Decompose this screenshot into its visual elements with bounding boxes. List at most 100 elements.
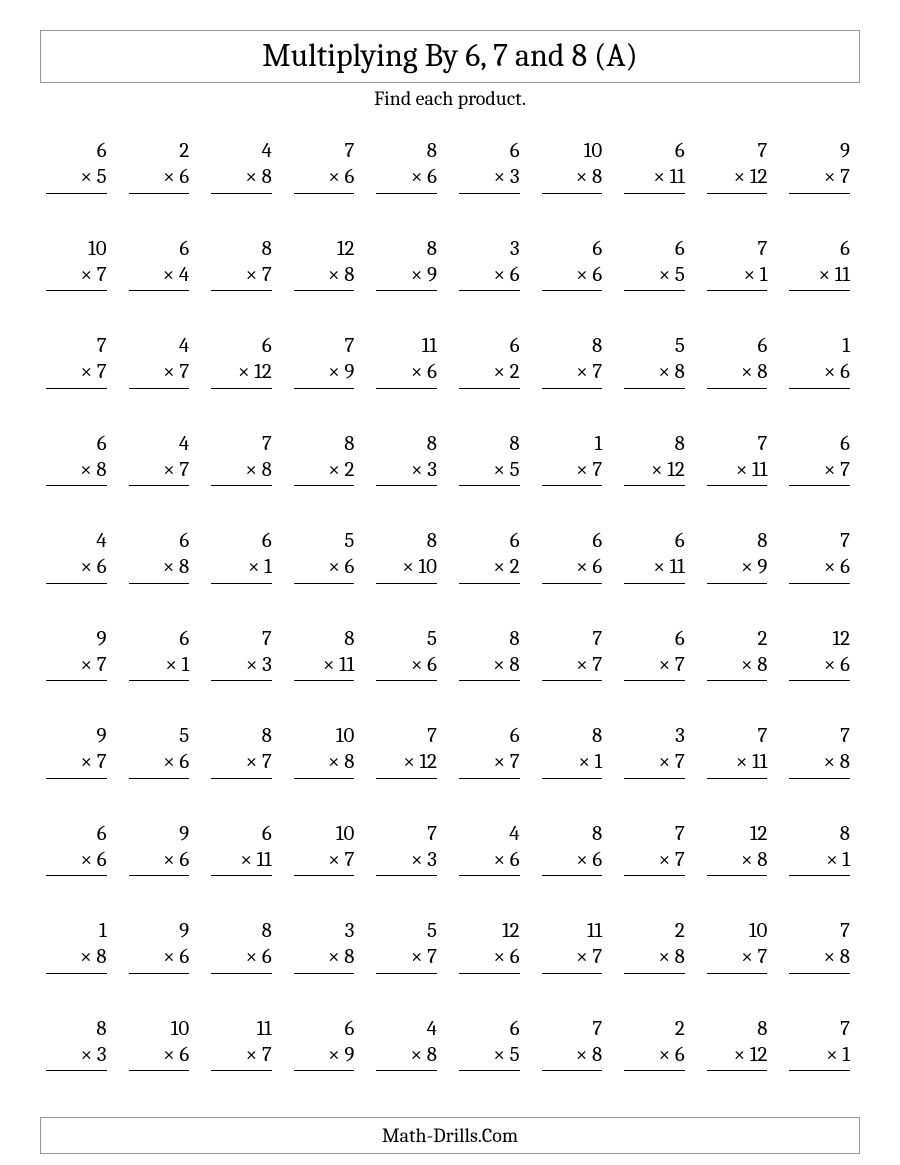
multiplication-problem: 11× 7: [542, 918, 607, 974]
multiplication-problem: 10× 6: [129, 1016, 194, 1072]
multiplicand: 3: [459, 236, 520, 262]
multiplication-problem: 7× 12: [707, 138, 772, 194]
multiplication-problem: 8× 2: [294, 431, 359, 487]
multiplier: × 3: [211, 652, 272, 681]
multiplicand: 6: [542, 528, 603, 554]
multiplicand: 8: [542, 723, 603, 749]
multiplication-problem: 10× 7: [294, 821, 359, 877]
multiplication-problem: 9× 7: [789, 138, 854, 194]
multiplier: × 7: [129, 359, 190, 388]
multiplication-problem: 5× 7: [376, 918, 441, 974]
multiplicand: 6: [294, 1016, 355, 1042]
multiplier: × 5: [459, 1042, 520, 1071]
multiplicand: 1: [542, 431, 603, 457]
multiplier: × 6: [46, 554, 107, 583]
multiplication-problem: 8× 6: [376, 138, 441, 194]
multiplier: × 6: [624, 1042, 685, 1071]
multiplicand: 1: [46, 918, 107, 944]
multiplier: × 5: [624, 262, 685, 291]
multiplicand: 8: [376, 236, 437, 262]
multiplier: × 9: [294, 359, 355, 388]
multiplicand: 7: [294, 138, 355, 164]
multiplicand: 7: [376, 723, 437, 749]
multiplicand: 5: [294, 528, 355, 554]
multiplier: × 7: [624, 652, 685, 681]
multiplier: × 7: [624, 847, 685, 876]
multiplicand: 7: [46, 333, 107, 359]
multiplier: × 7: [542, 457, 603, 486]
multiplication-problem: 5× 8: [624, 333, 689, 389]
multiplier: × 11: [789, 262, 850, 291]
multiplication-problem: 7× 6: [294, 138, 359, 194]
multiplicand: 10: [542, 138, 603, 164]
subtitle: Find each product.: [40, 87, 860, 110]
multiplier: × 8: [624, 944, 685, 973]
multiplicand: 5: [624, 333, 685, 359]
multiplicand: 3: [624, 723, 685, 749]
multiplier: × 7: [376, 944, 437, 973]
multiplier: × 7: [211, 749, 272, 778]
multiplicand: 7: [707, 138, 768, 164]
multiplier: × 7: [46, 749, 107, 778]
multiplication-problem: 12× 6: [459, 918, 524, 974]
multiplier: × 8: [789, 749, 850, 778]
multiplication-problem: 8× 7: [542, 333, 607, 389]
multiplicand: 1: [789, 333, 850, 359]
multiplier: × 6: [542, 847, 603, 876]
multiplier: × 12: [707, 164, 768, 193]
multiplication-problem: 11× 7: [211, 1016, 276, 1072]
multiplier: × 1: [129, 652, 190, 681]
multiplicand: 12: [707, 821, 768, 847]
multiplicand: 9: [129, 918, 190, 944]
multiplication-problem: 1× 6: [789, 333, 854, 389]
multiplier: × 11: [707, 457, 768, 486]
multiplier: × 6: [129, 749, 190, 778]
multiplicand: 6: [542, 236, 603, 262]
multiplication-problem: 7× 7: [46, 333, 111, 389]
multiplicand: 6: [129, 236, 190, 262]
multiplier: × 6: [46, 847, 107, 876]
multiplication-problem: 10× 8: [294, 723, 359, 779]
multiplication-problem: 7× 1: [789, 1016, 854, 1072]
multiplicand: 10: [129, 1016, 190, 1042]
multiplier: × 2: [294, 457, 355, 486]
multiplier: × 1: [542, 749, 603, 778]
multiplicand: 6: [459, 723, 520, 749]
multiplicand: 8: [459, 431, 520, 457]
multiplicand: 11: [542, 918, 603, 944]
multiplication-problem: 8× 6: [542, 821, 607, 877]
multiplication-problem: 10× 7: [707, 918, 772, 974]
multiplication-problem: 6× 9: [294, 1016, 359, 1072]
multiplicand: 4: [376, 1016, 437, 1042]
multiplication-problem: 8× 5: [459, 431, 524, 487]
multiplicand: 4: [129, 431, 190, 457]
multiplicand: 8: [211, 236, 272, 262]
multiplier: × 4: [129, 262, 190, 291]
multiplicand: 7: [211, 626, 272, 652]
multiplier: × 12: [376, 749, 437, 778]
multiplicand: 7: [707, 723, 768, 749]
multiplication-problem: 12× 6: [789, 626, 854, 682]
multiplicand: 7: [789, 723, 850, 749]
multiplier: × 11: [624, 554, 685, 583]
footer-text: Math-Drills.Com: [382, 1124, 518, 1147]
multiplier: × 6: [459, 847, 520, 876]
multiplier: × 7: [211, 262, 272, 291]
multiplication-problem: 6× 6: [542, 528, 607, 584]
multiplication-problem: 9× 7: [46, 723, 111, 779]
multiplicand: 6: [211, 821, 272, 847]
multiplication-problem: 6× 11: [211, 821, 276, 877]
multiplicand: 4: [129, 333, 190, 359]
multiplier: × 3: [376, 847, 437, 876]
multiplication-problem: 6× 7: [459, 723, 524, 779]
multiplicand: 7: [542, 1016, 603, 1042]
multiplication-problem: 6× 4: [129, 236, 194, 292]
multiplication-problem: 6× 8: [46, 431, 111, 487]
multiplication-problem: 5× 6: [294, 528, 359, 584]
multiplicand: 10: [46, 236, 107, 262]
multiplier: × 8: [211, 164, 272, 193]
multiplicand: 7: [376, 821, 437, 847]
multiplicand: 4: [459, 821, 520, 847]
multiplier: × 12: [624, 457, 685, 486]
problem-grid: 6× 52× 64× 87× 68× 66× 310× 86× 117× 129…: [40, 138, 860, 1071]
